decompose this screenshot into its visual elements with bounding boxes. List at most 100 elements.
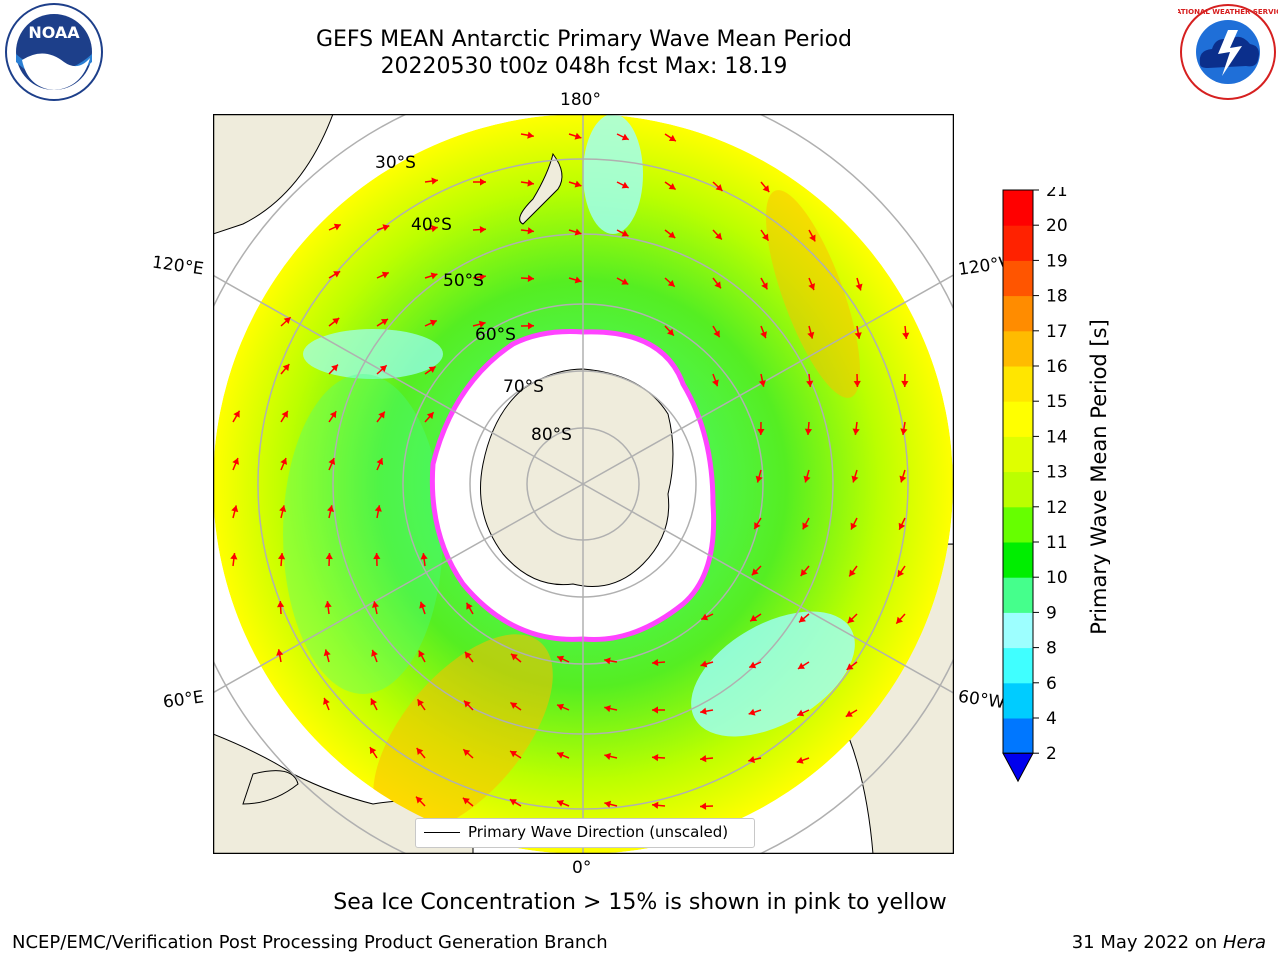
wave-arrow-head [416,748,424,755]
wave-arrow-head [428,366,436,373]
wave-arrow-head [760,331,767,339]
wave-arrow-head [855,283,863,291]
chart-title: GEFS MEAN Antarctic Primary Wave Mean Pe… [315,27,853,52]
wave-arrow-head [376,458,384,466]
wave-arrow-head [416,796,423,804]
colorbar-tick-label: 13 [1046,463,1068,483]
wave-arrow-head [326,505,335,512]
wave-arrow-head [748,708,756,716]
wave-arrow-head [668,231,676,238]
wave-arrow-head [715,184,723,191]
wave-arrow-head [329,411,337,419]
lon-label-60w: 60°W [956,686,1007,714]
colorbar: 2 4 6 8 9 10 11 12 13 14 15 16 17 18 19 20 21 Primary Wa… [1002,187,1110,783]
wave-arrow-head [846,663,854,670]
wave-arrow-head [762,233,769,241]
colorbar-swatch [1003,225,1033,261]
lat-label-40s: 40°S [411,215,452,235]
wave-arrow-head [431,177,438,185]
colorbar-swatch [1003,260,1033,297]
land-madagascar [242,770,299,805]
lat-label-30s: 30°S [375,153,416,173]
wave-arrow-head [463,700,471,708]
wave-arrow-head [809,234,816,242]
colorbar-tick-label: 10 [1046,568,1068,588]
wave-arrow-head [804,428,813,435]
colorbar-tick-label: 18 [1046,287,1068,307]
wave-arrow-head [762,185,770,193]
wave-arrow-head [369,747,377,755]
wave-arrow-head [604,800,612,808]
wave-arrow-head [464,651,472,659]
wave-arrow-head [652,801,659,809]
wave-arrow-head [332,317,340,325]
field-low-drake [691,611,855,737]
wave-arrow-head [604,705,611,713]
nws-logo: NATIONAL WEATHER SERVICE [1178,4,1278,100]
wave-arrow-head [557,655,565,663]
wave-arrow-head [896,616,903,624]
noaa-logo: NOAA [5,3,103,101]
wave-arrow-head [231,505,239,513]
colorbar-swatch [1003,506,1033,543]
wave-arrow-head [281,410,288,418]
wave-arrow-head [527,274,534,283]
wave-arrow-head [283,317,291,324]
wave-arrow-head [556,799,564,807]
wave-arrow-head [462,797,470,805]
wave-arrow-head [757,428,765,435]
colorbar-swatch [1003,436,1033,473]
chart-subtitle: 20220530 t00z 048h fcst Max: 18.19 [380,54,788,79]
wave-arrow-head [324,601,332,608]
wave-arrow-head [232,457,239,465]
wave-arrow-head [899,475,907,483]
wave-arrow-head [230,553,238,560]
wave-arrow-head [527,179,534,187]
wave-arrow-head [751,568,759,576]
nws-logo-text: NATIONAL WEATHER SERVICE [1178,8,1278,16]
wave-arrow-head [845,710,853,717]
wave-arrow-head [854,332,862,339]
wave-arrow-head [510,653,518,661]
wave-arrow-head [417,699,424,707]
colorbar-under-extension [1002,752,1034,783]
footer-date-text: 31 May 2022 on [1071,932,1223,953]
colorbar-tick-label: 8 [1046,639,1057,659]
wave-arrow-head [282,364,290,371]
legend-line-swatch [424,832,460,833]
map-legend: Primary Wave Direction (unscaled) [415,818,755,848]
antarctica [480,368,674,587]
wave-arrow-head [276,649,284,656]
lat-label-80s: 80°S [531,425,572,445]
wave-arrow-head [333,223,341,231]
wave-arrow-head [758,380,766,387]
footer-credit: NCEP/EMC/Verification Post Processing Pr… [12,932,608,953]
wave-arrow-head [700,755,707,763]
wave-arrow-head [479,273,486,281]
wave-arrow-head [799,615,806,623]
wave-arrow-head [381,271,389,279]
wave-arrow-head [851,475,859,483]
wave-arrow-head [621,133,629,141]
wave-arrow-head [849,569,856,577]
polar-map: 30°S 40°S 50°S 60°S 70°S 80°S [213,114,954,854]
wave-arrow-head [574,180,582,188]
wave-arrow-head [233,410,240,418]
colorbar-tick-label: 12 [1046,498,1068,518]
wave-arrow-head [277,601,285,608]
wave-arrow-head [527,131,534,139]
wave-arrow-head [466,602,473,610]
wave-arrow-head [850,522,858,530]
colorbar-tick-label: 19 [1046,251,1068,271]
wave-arrow-head [333,271,341,278]
footer-date: 31 May 2022 on Hera [1072,932,1266,953]
wave-arrow-head [574,276,582,284]
wave-arrow-head [430,272,438,280]
wave-arrow-head [510,702,518,709]
wave-arrow-head [797,662,805,669]
legend-label: Primary Wave Direction (unscaled) [468,823,729,841]
wave-arrow-head [373,553,381,560]
wave-arrow-head [420,553,428,560]
wave-arrow-head [847,616,855,624]
wave-arrow-head [668,183,676,190]
